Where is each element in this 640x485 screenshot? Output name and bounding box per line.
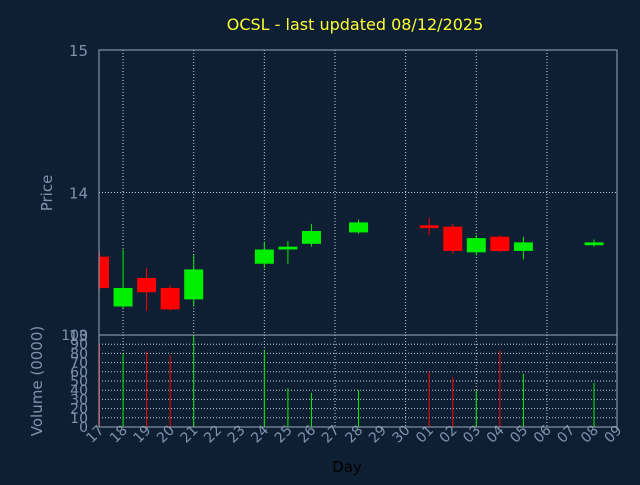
- volume-bars: [99, 335, 595, 427]
- candle: [513, 236, 533, 260]
- volume-tick-label: 0: [79, 420, 88, 436]
- candle: [584, 239, 604, 247]
- volume-grid: [99, 335, 617, 427]
- price-tick-labels: 13 14 15: [69, 42, 88, 345]
- volume-tick-label: 90: [70, 337, 88, 353]
- candle-body: [184, 269, 204, 300]
- candle-body: [113, 287, 133, 307]
- candle-body: [278, 246, 298, 250]
- volume-tick-label: 30: [70, 392, 88, 408]
- candle-body: [160, 287, 180, 310]
- candle-body: [137, 278, 157, 293]
- candle-body: [99, 256, 109, 288]
- candle-body: [513, 242, 533, 251]
- candle: [419, 218, 439, 236]
- candle-body: [584, 242, 604, 246]
- candle: [99, 252, 109, 290]
- candle-body: [419, 225, 439, 229]
- volume-tick-label: 100: [61, 328, 88, 344]
- candle: [466, 235, 486, 256]
- candle: [137, 268, 157, 311]
- candle-body: [443, 226, 463, 251]
- volume-panel-frame: [98, 334, 618, 428]
- candle: [349, 219, 369, 234]
- candle-body: [254, 249, 274, 264]
- candle: [184, 255, 204, 307]
- candle-body: [301, 230, 321, 244]
- volume-tick-label: 60: [70, 365, 88, 381]
- candle: [490, 235, 510, 253]
- volume-tick-label: 80: [70, 346, 88, 362]
- volume-tick-label: 10: [70, 411, 88, 427]
- candle-body: [466, 238, 486, 253]
- volume-tick-label: 50: [70, 374, 88, 390]
- volume-tick-label: 20: [70, 402, 88, 418]
- candle: [443, 223, 463, 254]
- candle: [160, 285, 180, 311]
- candle: [113, 249, 133, 308]
- candle: [254, 242, 274, 269]
- x-axis-label: Day: [332, 458, 362, 476]
- price-tick-label: 13: [69, 327, 88, 345]
- volume-tick-label: 40: [70, 383, 88, 399]
- price-tick-label: 15: [69, 42, 88, 60]
- candle: [278, 240, 298, 264]
- candle: [301, 223, 321, 247]
- x-tick-labels: 17 18 19 20 21 22 23 24 25 26 27 28 29 30 01 02 03 04 05 06…: [83, 422, 625, 446]
- price-axis-label: Price: [38, 175, 56, 212]
- volume-tick-label: 70: [70, 356, 88, 372]
- candle-body: [349, 222, 369, 233]
- candle-body: [490, 236, 510, 251]
- price-tick-label: 14: [69, 185, 88, 203]
- chart-title: OCSL - last updated 08/12/2025: [227, 15, 484, 34]
- volume-axis-label: Volume (0000): [28, 326, 46, 436]
